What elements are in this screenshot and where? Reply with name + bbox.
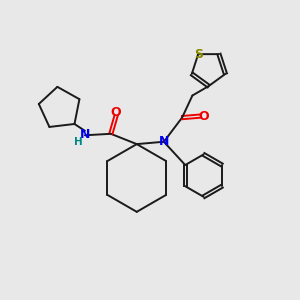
Text: O: O <box>199 110 209 123</box>
Text: S: S <box>194 48 203 61</box>
Text: N: N <box>80 128 91 141</box>
Text: N: N <box>159 135 169 148</box>
Text: H: H <box>74 137 83 147</box>
Text: O: O <box>111 106 122 118</box>
